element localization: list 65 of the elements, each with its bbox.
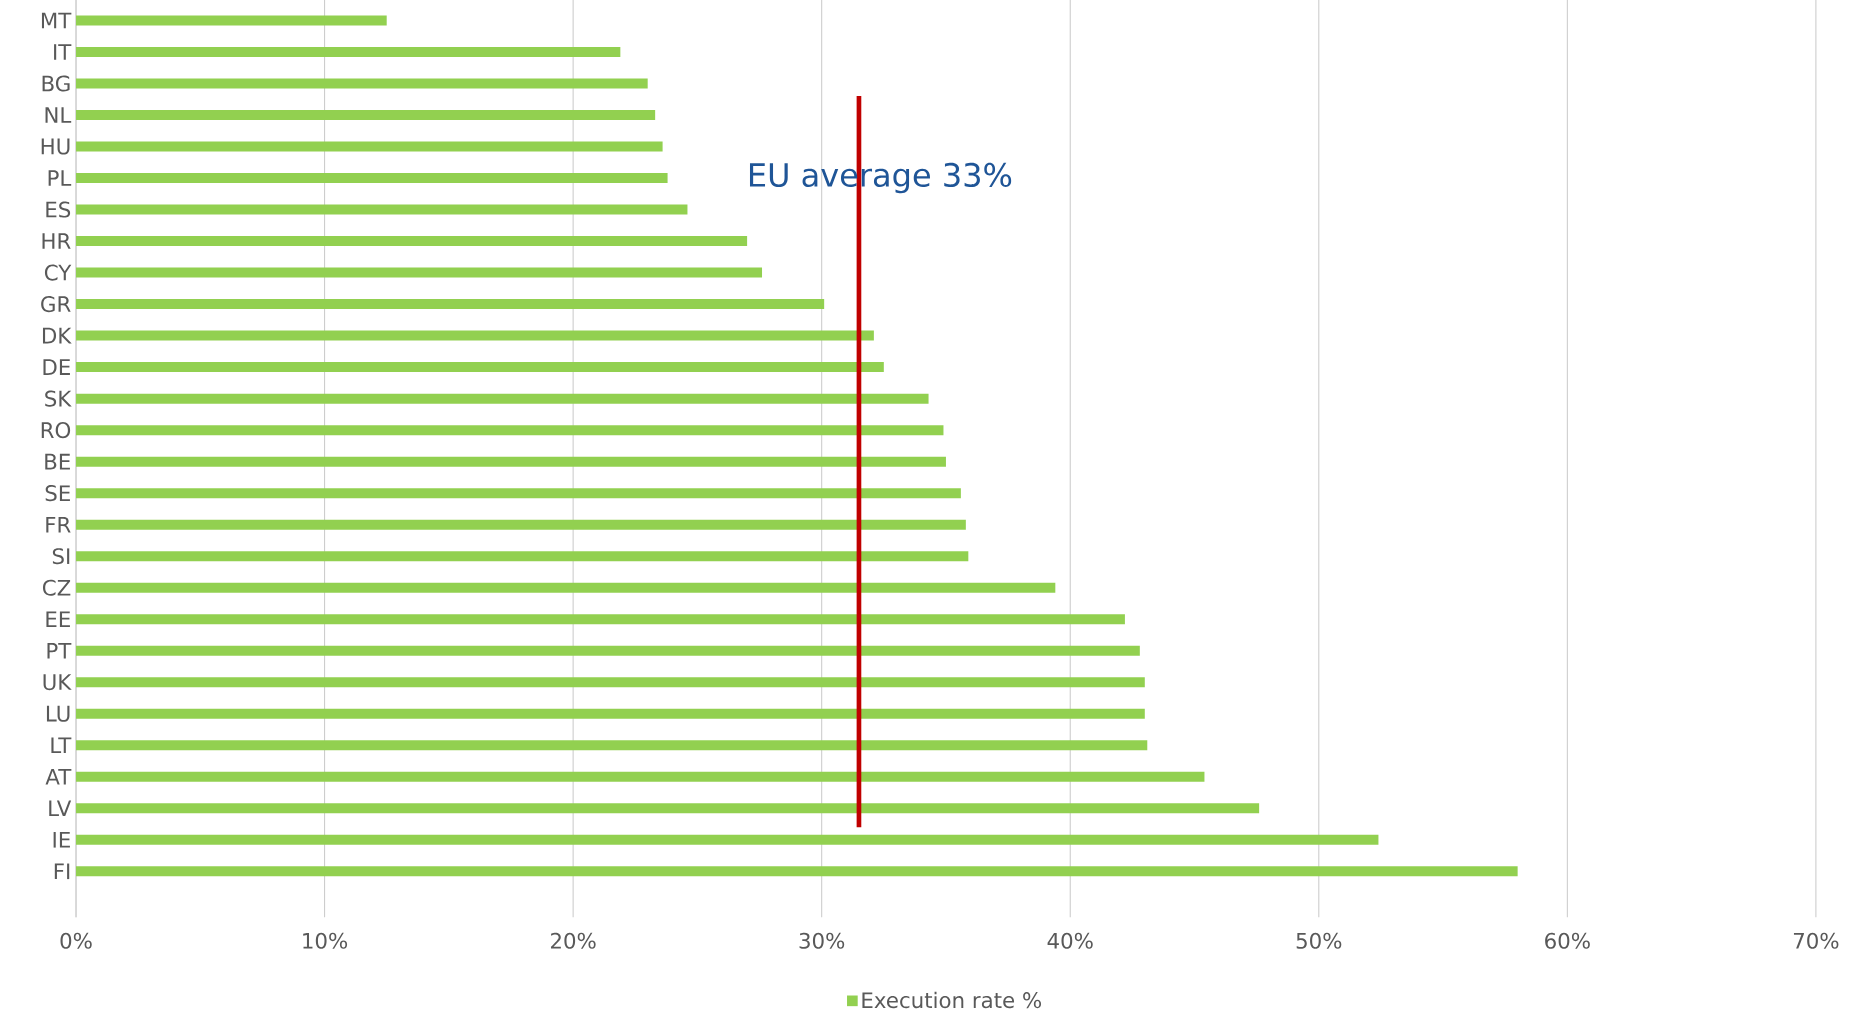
bar <box>76 425 944 436</box>
x-tick-label: 60% <box>1545 932 1590 949</box>
y-tick-label: HU <box>41 138 70 155</box>
y-tick-label: LV <box>49 800 72 817</box>
bar <box>76 299 825 310</box>
bar <box>76 708 1145 719</box>
bar <box>76 834 1379 845</box>
legend-label: Execution rate % <box>862 991 1042 1009</box>
x-tick-label: 40% <box>1047 932 1093 949</box>
y-tick-label: CY <box>44 264 72 281</box>
bar <box>76 803 1260 814</box>
x-tick-label: 50% <box>1296 932 1342 949</box>
y-tick-label: ES <box>46 201 71 218</box>
x-tick-label: 20% <box>550 932 596 949</box>
bar <box>76 456 946 467</box>
y-tick-label: DK <box>42 327 72 344</box>
bar <box>76 173 668 184</box>
y-tick-label: LU <box>46 705 70 722</box>
bar <box>76 614 1125 625</box>
bar <box>76 582 1056 593</box>
bar <box>76 362 884 373</box>
y-tick-label: IT <box>54 44 72 60</box>
y-tick-label: FR <box>46 516 71 533</box>
bar <box>76 677 1145 688</box>
y-tick-label: GR <box>41 296 71 313</box>
y-tick-label: BG <box>42 75 70 92</box>
x-tick-label: 10% <box>303 932 348 949</box>
x-tick-label: 0% <box>60 932 92 949</box>
y-tick-label: AT <box>45 769 72 785</box>
y-tick-label: EE <box>46 611 70 627</box>
bar <box>76 46 621 57</box>
y-tick-label: RO <box>41 422 71 439</box>
y-tick-label: SI <box>52 548 70 565</box>
bar <box>76 236 748 247</box>
y-tick-label: CZ <box>42 579 71 596</box>
bar <box>76 267 763 278</box>
y-tick-label: PT <box>47 642 72 659</box>
y-tick-label: BE <box>45 453 70 470</box>
bar <box>76 645 1140 656</box>
bar <box>76 141 663 152</box>
y-tick-label: NL <box>45 107 72 123</box>
bar <box>76 393 929 404</box>
y-tick-label: UK <box>43 674 72 691</box>
y-tick-label: IE <box>53 832 70 848</box>
bar <box>76 204 688 215</box>
bar <box>76 15 387 26</box>
y-tick-label: SE <box>45 485 70 502</box>
y-tick-label: HR <box>42 233 71 249</box>
y-tick-label: LT <box>51 737 72 754</box>
bar <box>76 771 1205 782</box>
bar <box>76 488 961 499</box>
x-tick-label: 70% <box>1793 932 1839 949</box>
y-tick-label: FI <box>54 863 70 880</box>
bar <box>76 110 656 121</box>
y-tick-label: MT <box>41 12 72 29</box>
x-tick-label: 30% <box>799 932 845 949</box>
bar <box>76 866 1518 877</box>
bar <box>76 330 874 341</box>
bar <box>76 78 648 89</box>
y-tick-label: SK <box>45 390 72 407</box>
bar <box>76 740 1148 751</box>
y-tick-label: PL <box>48 170 72 186</box>
bar <box>76 551 969 562</box>
bar <box>76 519 966 530</box>
y-tick-label: DE <box>43 359 70 375</box>
